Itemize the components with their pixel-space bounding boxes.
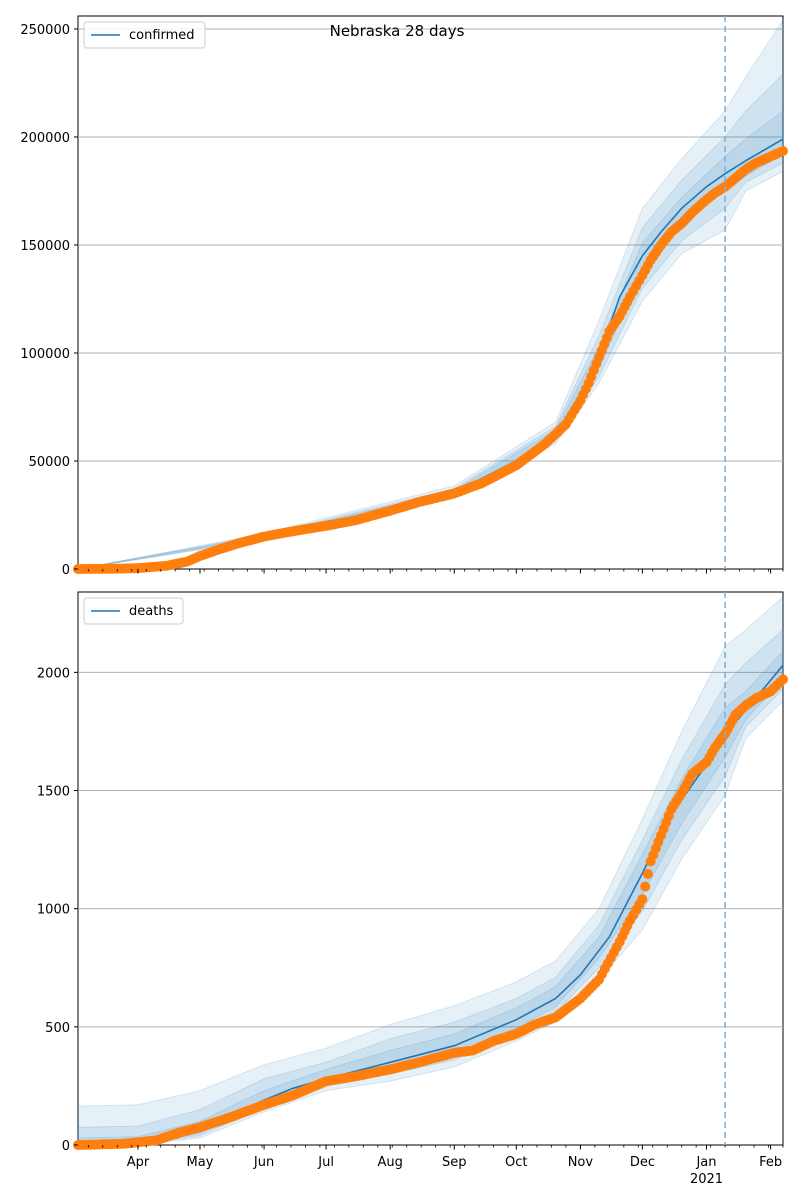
- y-tick-label: 1500: [37, 785, 70, 800]
- observed-point: [640, 881, 651, 892]
- y-tick-label: 0: [62, 563, 70, 578]
- model-line: [77, 664, 784, 1146]
- x-tick-label: Aug: [377, 1155, 402, 1170]
- deaths-legend-label: deaths: [129, 604, 174, 619]
- deaths-model-line: [77, 664, 784, 1146]
- x-tick-label: Jul: [317, 1155, 334, 1170]
- uncertainty-band: [77, 595, 784, 1146]
- confirmed-uncertainty-bands: [77, 18, 784, 570]
- uncertainty-band: [77, 18, 784, 570]
- x-tick-label: Dec: [630, 1155, 655, 1170]
- observed-point: [778, 674, 788, 685]
- confirmed-x-axis: [87, 569, 784, 574]
- observed-point: [642, 869, 653, 879]
- deaths-plot-frame: [77, 591, 784, 1146]
- y-tick-label: 150000: [20, 239, 70, 254]
- chart-title: Nebraska 28 days: [330, 22, 465, 40]
- x-tick-label: Feb: [759, 1155, 782, 1170]
- x-tick-label: Nov: [568, 1155, 594, 1170]
- confirmed-legend: confirmed: [83, 21, 206, 49]
- x-tick-label: Apr: [127, 1155, 150, 1170]
- deaths-y-axis: 0 500 1000 1500 2000: [37, 666, 78, 1154]
- y-tick-label: 250000: [20, 23, 70, 38]
- y-tick-label: 1000: [37, 903, 70, 918]
- x-tick-label: Sep: [442, 1155, 467, 1170]
- confirmed-panel: 0 50000 100000 150000 200000 250000 confirmed…: [20, 15, 788, 578]
- confirmed-observed-points: [73, 146, 788, 574]
- y-tick-label: 0: [62, 1139, 70, 1154]
- y-tick-label: 50000: [29, 455, 70, 470]
- x-tick-label: Jan: [695, 1155, 716, 1170]
- observed-point: [778, 146, 788, 156]
- y-tick-label: 100000: [20, 347, 70, 362]
- confirmed-legend-label: confirmed: [129, 28, 195, 43]
- confirmed-y-axis: 0 50000 100000 150000 200000 250000: [20, 23, 78, 578]
- deaths-panel: 0 500 1000 1500 2000 Apr May Jun Jul Aug Sep Oct No…: [37, 591, 788, 1187]
- deaths-observed-points: [73, 674, 788, 1150]
- y-tick-label: 500: [45, 1021, 70, 1036]
- y-tick-label: 200000: [20, 131, 70, 146]
- x-year-label: 2021: [690, 1172, 723, 1187]
- x-tick-label: May: [187, 1155, 214, 1170]
- deaths-gridlines: [78, 671, 783, 1028]
- deaths-legend: deaths: [83, 597, 184, 625]
- observed-point: [637, 894, 648, 905]
- y-tick-label: 2000: [37, 666, 70, 681]
- deaths-x-axis: Apr May Jun Jul Aug Sep Oct Nov Dec Jan Feb 2021: [87, 1145, 784, 1187]
- confirmed-plot-frame: [77, 15, 784, 570]
- x-tick-label: Jun: [253, 1155, 274, 1170]
- x-tick-label: Oct: [505, 1155, 527, 1170]
